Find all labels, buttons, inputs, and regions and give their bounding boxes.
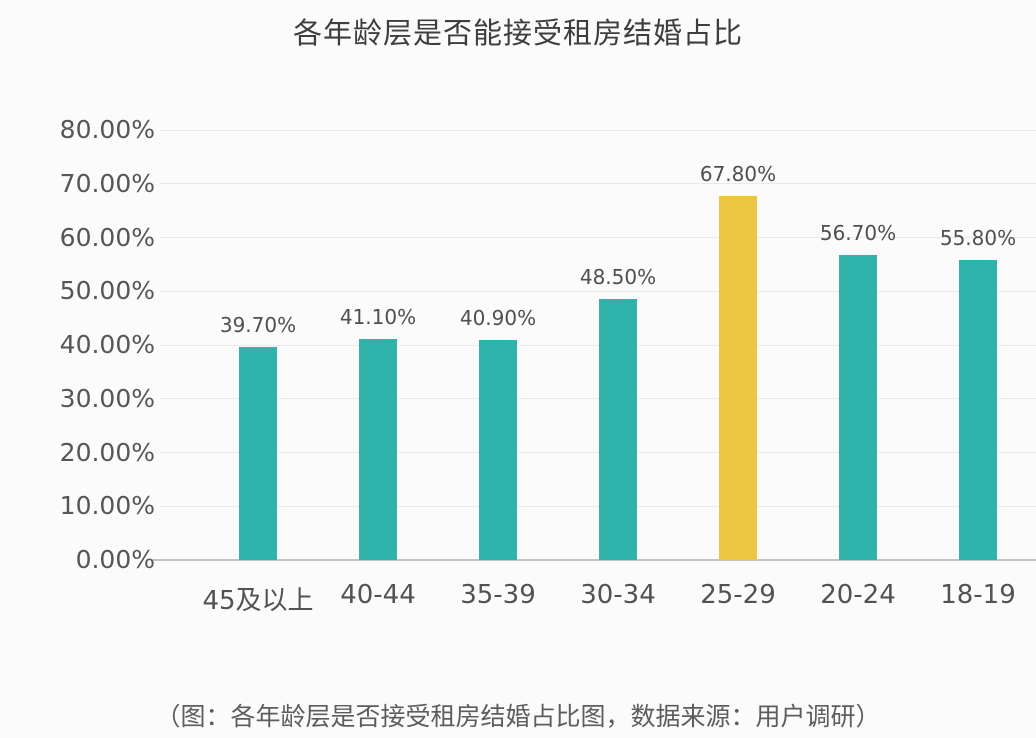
gridline [160,452,1036,453]
gridline [160,344,1036,346]
bar-value-label: 39.70% [219,312,297,337]
y-axis-label: 20.00% [59,437,155,467]
y-axis-label: 50.00% [59,276,155,306]
gridline [160,237,1036,238]
bar-30-34 [599,299,637,560]
x-axis-label: 30-34 [580,580,656,610]
bar-45及以上 [239,346,277,560]
bar-value-label: 40.90% [459,306,537,331]
gridline [160,183,1036,185]
gridline [160,398,1036,400]
bar-value-label: 41.10% [339,305,417,330]
x-axis-label: 40-44 [340,580,416,610]
bar-40-44 [359,339,397,560]
y-axis-label: 40.00% [59,330,155,359]
x-axis-label: 35-39 [460,580,536,610]
chart-caption: （图：各年龄层是否接受租房结婚占比图，数据来源：用户调研） [155,702,881,731]
bar-18-19 [959,260,997,560]
chart-title: 各年龄层是否能接受租房结婚占比 [292,16,743,50]
bar-value-label: 56.70% [819,221,897,246]
y-axis-label: 70.00% [59,168,155,198]
gridline [160,290,1036,292]
y-axis-label: 80.00% [59,115,155,144]
bar-25-29 [719,195,757,560]
x-axis-label: 25-29 [700,580,776,610]
x-axis-label: 18-19 [940,580,1016,610]
bar-value-label: 67.80% [699,161,777,186]
x-axis-label: 45及以上 [202,586,314,616]
bar-value-label: 55.80% [939,226,1017,251]
y-axis-label: 30.00% [59,383,155,413]
x-axis-line [152,559,1036,561]
gridline [160,129,1036,131]
bar-35-39 [479,340,517,560]
bar-value-label: 48.50% [579,265,657,290]
x-axis-label: 20-24 [820,580,896,610]
gridline [160,505,1036,507]
y-axis-label: 10.00% [59,491,155,521]
y-axis-label: 0.00% [75,545,155,574]
bar-20-24 [839,255,877,560]
y-axis-label: 60.00% [59,222,155,252]
